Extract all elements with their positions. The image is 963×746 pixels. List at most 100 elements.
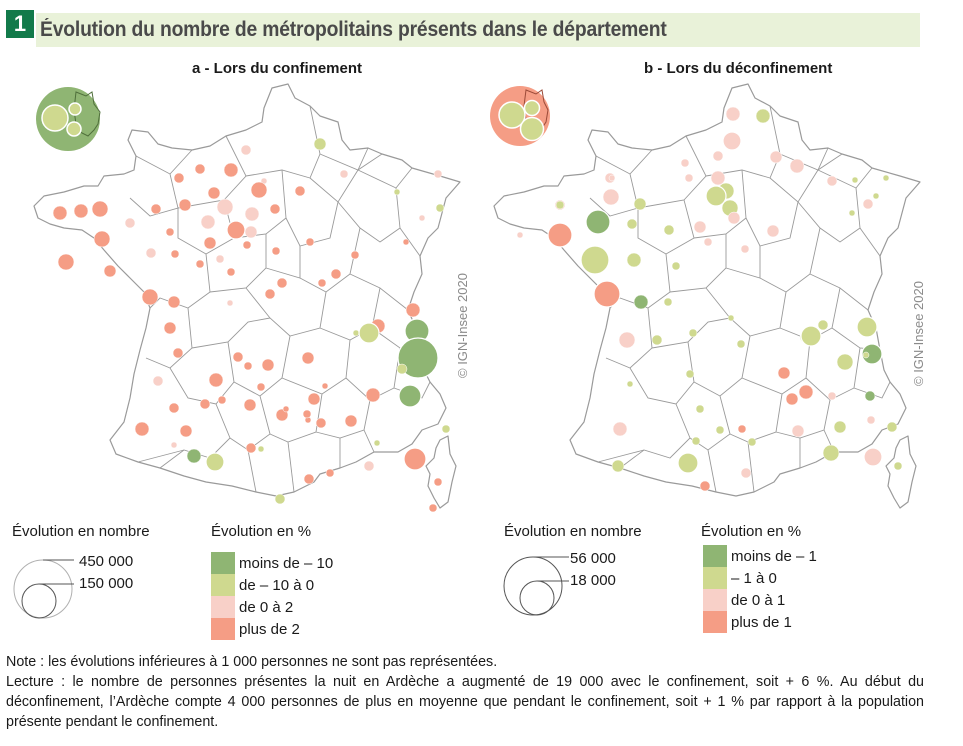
legend-label: plus de 2: [239, 620, 300, 638]
department-bubble: [663, 297, 673, 307]
department-bubble: [303, 473, 315, 485]
department-bubble: [200, 214, 216, 230]
department-border: [309, 153, 383, 203]
department-bubble: [217, 395, 227, 405]
department-bubble: [769, 150, 783, 164]
legend-swatch: [211, 552, 235, 574]
department-bubble: [433, 169, 443, 179]
department-bubble: [893, 461, 903, 471]
legend-a-color-title: Évolution en %: [211, 523, 312, 540]
map-b: [490, 83, 921, 509]
department-bubble: [294, 185, 306, 197]
department-border: [651, 317, 731, 349]
department-bubble: [172, 347, 184, 359]
department-bubble: [207, 186, 221, 200]
department-bubble: [145, 247, 157, 259]
department-bubble: [271, 246, 281, 256]
department-bubble: [688, 328, 698, 338]
department-bubble: [727, 314, 735, 322]
department-bubble: [441, 424, 451, 434]
department-bubble: [817, 319, 829, 331]
department-bubble: [330, 268, 342, 280]
department-bubble: [851, 176, 859, 184]
department-bubble: [626, 252, 642, 268]
figure-title-bar: 1 Évolution du nombre de métropolitains …: [6, 10, 920, 47]
department-border: [281, 339, 351, 395]
department-border: [287, 441, 295, 493]
department-bubble: [339, 169, 349, 179]
department-border: [191, 317, 271, 349]
department-bubble: [302, 409, 312, 419]
notes: Note : les évolutions inférieures à 1 00…: [6, 652, 924, 732]
department-border: [145, 307, 193, 369]
department-border: [693, 169, 747, 239]
department-border: [745, 201, 799, 247]
department-bubble: [677, 452, 699, 474]
department-border: [363, 429, 375, 453]
bubbles-layer: [52, 137, 451, 513]
department-bubble: [134, 421, 150, 437]
department-bubble: [777, 366, 791, 380]
department-border: [177, 135, 247, 209]
department-bubble: [882, 174, 890, 182]
department-bubble: [403, 447, 427, 471]
legend-a-size-circles: [13, 559, 74, 619]
department-bubble: [315, 417, 327, 429]
france-outline: [33, 83, 461, 509]
department-bubble: [199, 398, 211, 410]
legend-label: de – 10 à 0: [239, 576, 315, 594]
department-bubble: [580, 245, 610, 275]
department-bubble: [170, 249, 180, 259]
department-border: [589, 173, 639, 217]
department-border: [247, 449, 257, 493]
legend-b-small-value: 18 000: [570, 572, 616, 589]
department-bubble: [398, 384, 422, 408]
department-border: [707, 449, 717, 493]
legend-label: de 0 à 2: [239, 598, 294, 616]
department-bubble: [363, 460, 375, 472]
department-bubble: [791, 424, 805, 438]
department-bubble: [833, 420, 847, 434]
map-a-title: a - Lors du confinement: [192, 60, 363, 77]
department-bubble: [57, 253, 75, 271]
legend-b-size-circles: [503, 556, 569, 616]
department-bubble: [618, 331, 636, 349]
department-bubble: [862, 198, 874, 210]
department-bubble: [244, 206, 260, 222]
legend-swatch: [211, 618, 235, 640]
department-border: [315, 399, 371, 439]
department-bubble: [313, 137, 327, 151]
legend-b-class-4: plus de 1: [703, 611, 792, 633]
legend-swatch: [211, 596, 235, 618]
legend-b-color-title: Évolution en %: [701, 523, 802, 540]
department-bubble: [226, 220, 246, 240]
department-bubble: [232, 351, 244, 363]
department-bubble: [747, 437, 757, 447]
department-bubble: [257, 445, 265, 453]
department-border: [797, 187, 861, 243]
department-bubble: [163, 321, 177, 335]
department-bubble: [178, 198, 192, 212]
legend-b-large-value: 56 000: [570, 550, 616, 567]
department-bubble: [862, 351, 870, 359]
department-bubble: [705, 185, 727, 207]
department-bubble: [195, 259, 205, 269]
department-bubble: [861, 343, 883, 365]
department-border: [233, 335, 291, 397]
department-bubble: [321, 382, 329, 390]
department-bubble: [397, 337, 439, 379]
department-bubble: [547, 222, 573, 248]
legend-label: moins de – 1: [731, 547, 817, 565]
department-border: [337, 187, 401, 243]
bubbles-layer: [516, 106, 903, 492]
department-border: [399, 227, 421, 257]
department-bubble: [242, 240, 252, 250]
department-bubble: [352, 329, 360, 337]
department-bubble: [703, 237, 713, 247]
department-bubble: [433, 477, 443, 487]
department-bubble: [602, 188, 620, 206]
department-border: [209, 234, 267, 293]
department-bubble: [418, 214, 426, 222]
department-bubble: [173, 172, 185, 184]
department-bubble: [216, 198, 234, 216]
